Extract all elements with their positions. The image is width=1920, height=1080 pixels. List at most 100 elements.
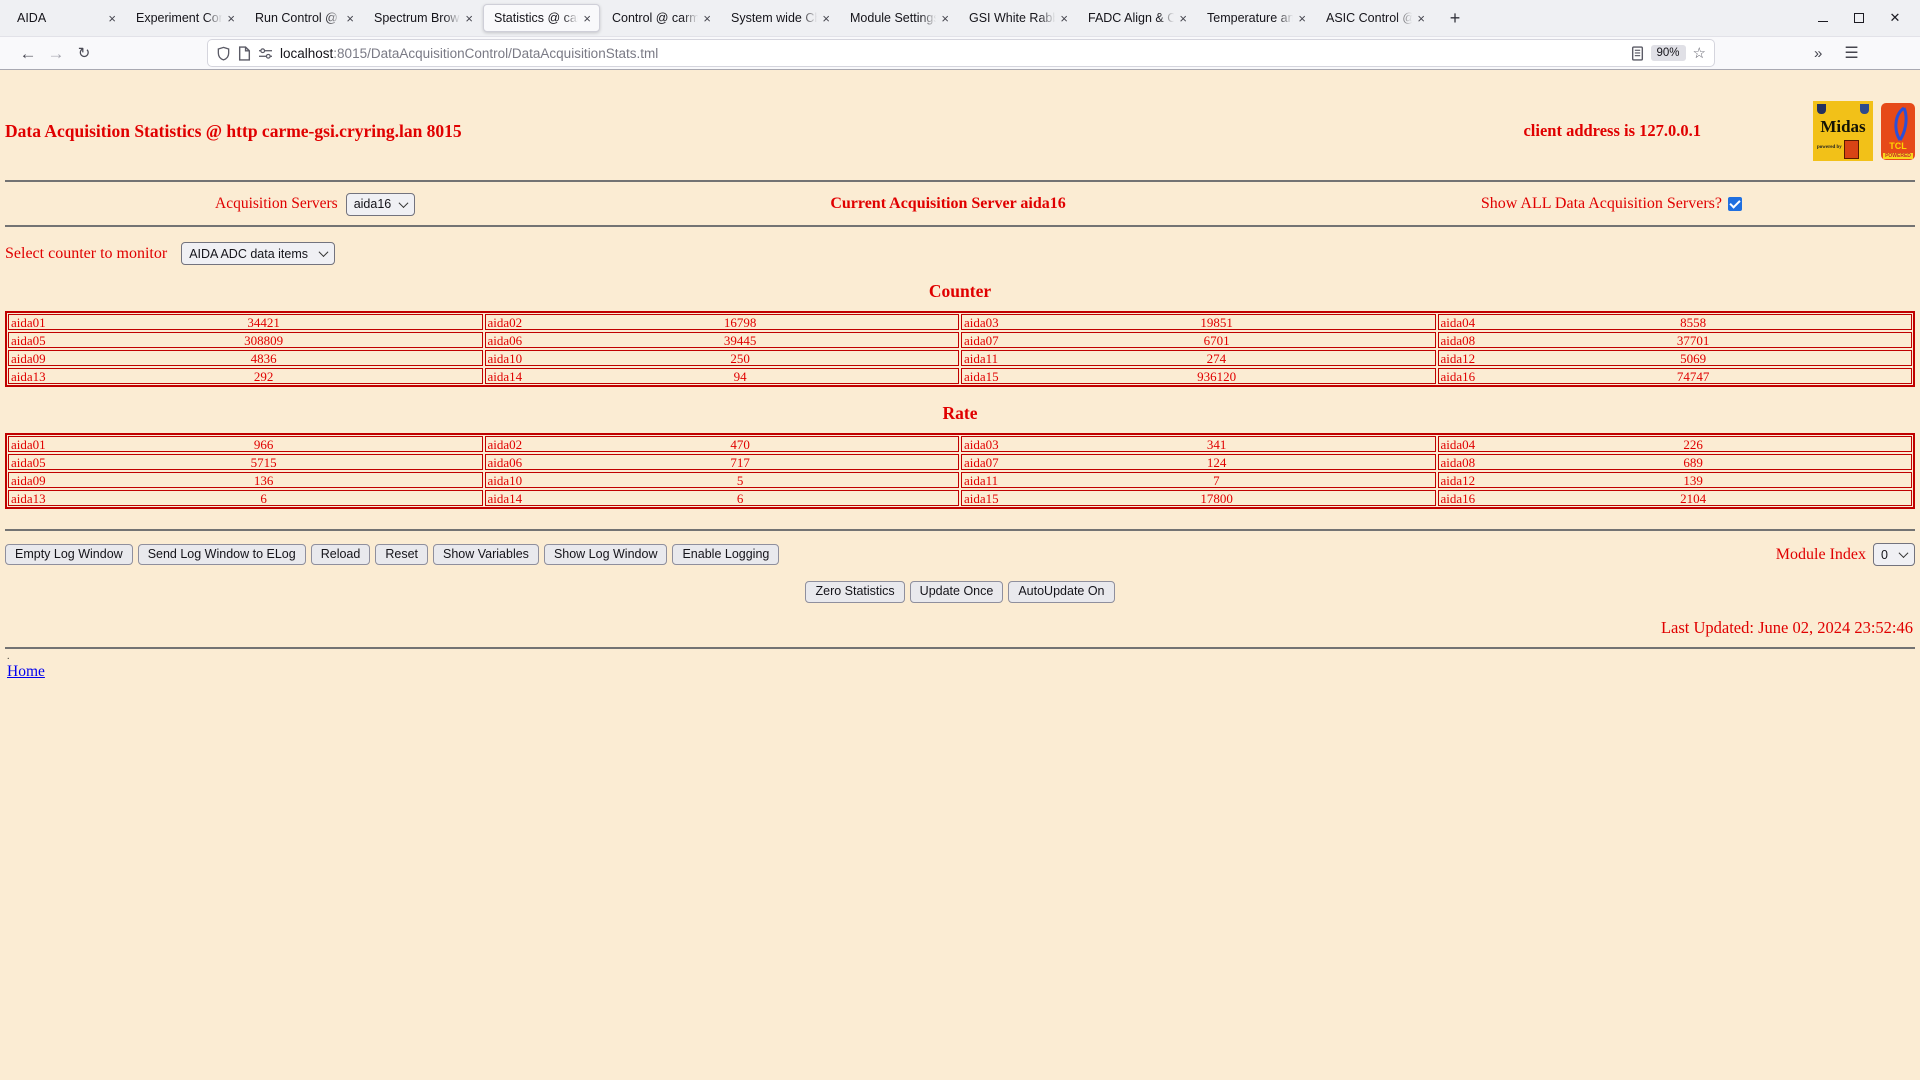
update-control-button[interactable]: AutoUpdate On	[1008, 581, 1115, 603]
tab-close-icon[interactable]: ×	[346, 10, 354, 26]
browser-tab[interactable]: Statistics @ carm ×	[483, 4, 600, 32]
overflow-menu-icon[interactable]: »	[1814, 44, 1822, 62]
reader-mode-icon[interactable]	[1631, 45, 1644, 61]
log-toolbar-button[interactable]: Empty Log Window	[5, 543, 133, 566]
channel-name: aida08	[1440, 332, 1476, 348]
browser-tab[interactable]: Spectrum Browse ×	[364, 4, 481, 32]
bookmark-star-icon[interactable]: ☆	[1692, 45, 1706, 62]
chevron-down-icon	[318, 247, 329, 258]
update-control-button[interactable]: Update Once	[909, 581, 1004, 603]
channel-name: aida06	[487, 332, 523, 348]
log-toolbar-button[interactable]: Show Log Window	[543, 543, 668, 566]
browser-tab[interactable]: Experiment Contr ×	[126, 4, 243, 32]
browser-tab[interactable]: FADC Align & Co ×	[1078, 4, 1195, 32]
channel-name: aida13	[11, 368, 46, 384]
app-menu-icon[interactable]: ☰	[1844, 45, 1859, 62]
browser-tab[interactable]: Control @ carme ×	[602, 4, 719, 32]
window-maximize-icon[interactable]	[1852, 11, 1866, 25]
new-tab-button[interactable]: +	[1449, 7, 1461, 28]
page-content: Data Acquisition Statistics @ http carme…	[0, 70, 1920, 681]
log-toolbar-button[interactable]: Send Log Window to ELog	[137, 543, 306, 566]
toolbar-right: » ☰	[1814, 43, 1859, 63]
counter-table-cell: aida04 8558	[1437, 314, 1912, 330]
counter-select-row: Select counter to monitor AIDA ADC data …	[5, 242, 1920, 265]
counter-monitor-select[interactable]: AIDA ADC data items	[181, 242, 336, 265]
module-index-selected-value: 0	[1881, 547, 1888, 562]
reload-button-icon[interactable]: ↻	[77, 44, 91, 62]
tab-close-icon[interactable]: ×	[465, 10, 473, 26]
tab-close-icon[interactable]: ×	[822, 10, 830, 26]
channel-counter-value: 5069	[1680, 350, 1707, 366]
log-toolbar-button[interactable]: Enable Logging	[672, 543, 780, 566]
chevron-down-icon	[398, 197, 409, 208]
window-close-icon[interactable]: ✕	[1889, 10, 1901, 25]
tab-close-icon[interactable]: ×	[1179, 10, 1187, 26]
midas-powered-text: powered by	[1817, 145, 1842, 150]
channel-name: aida11	[964, 350, 999, 366]
acquisition-server-select[interactable]: aida16	[345, 192, 416, 216]
log-toolbar-button[interactable]: Reset	[375, 543, 428, 566]
acquisition-server-row: Acquisition Servers aida16 Current Acqui…	[0, 191, 1920, 217]
channel-counter-value: 94	[733, 368, 747, 384]
rate-table: aida01 966 aida02 470 aida03 341 aida04 …	[5, 433, 1915, 509]
back-button-icon[interactable]: ←	[19, 43, 37, 63]
zoom-level-badge[interactable]: 90%	[1650, 45, 1686, 61]
update-control-button[interactable]: Zero Statistics	[805, 581, 905, 603]
browser-tab[interactable]: Run Control @ ca ×	[245, 4, 362, 32]
channel-rate-value: 6	[260, 490, 267, 506]
log-toolbar-button[interactable]: Reload	[310, 543, 371, 566]
last-updated-text: Last Updated: June 02, 2024 23:52:46	[1660, 617, 1913, 637]
log-toolbar-button[interactable]: Show Variables	[433, 543, 539, 566]
tab-label: Run Control @ ca	[255, 11, 343, 25]
rate-table-cell: aida06 717	[484, 454, 959, 470]
tab-close-icon[interactable]: ×	[1060, 10, 1068, 26]
shield-icon[interactable]	[216, 46, 231, 61]
url-text[interactable]: localhost:8015/DataAcquisitionControl/Da…	[280, 46, 1624, 61]
url-bar[interactable]: localhost:8015/DataAcquisitionControl/Da…	[208, 40, 1714, 66]
rate-table-cell: aida13 6	[8, 490, 483, 506]
forward-button-icon[interactable]: →	[47, 43, 65, 63]
tab-close-icon[interactable]: ×	[108, 10, 116, 26]
channel-name: aida02	[487, 436, 523, 452]
rate-table-cell: aida10 5	[484, 472, 959, 488]
counter-table-cell: aida14 94	[484, 368, 959, 384]
tab-close-icon[interactable]: ×	[227, 10, 235, 26]
tab-label: ASIC Control @ c	[1326, 11, 1415, 25]
browser-tab[interactable]: Temperature and ×	[1197, 4, 1314, 32]
counter-monitor-selected-value: AIDA ADC data items	[189, 246, 308, 261]
browser-tab[interactable]: ASIC Control @ c ×	[1316, 4, 1433, 32]
channel-name: aida16	[1440, 490, 1476, 506]
tab-close-icon[interactable]: ×	[1298, 10, 1306, 26]
channel-name: aida01	[11, 436, 46, 452]
browser-tab[interactable]: AIDA ×	[7, 4, 124, 32]
midas-logo[interactable]: Midas powered by	[1813, 101, 1873, 161]
page-info-icon[interactable]	[238, 45, 251, 61]
channel-rate-value: 470	[730, 436, 750, 452]
footer-dot: .	[7, 650, 10, 662]
browser-tab[interactable]: System wide Che ×	[721, 4, 838, 32]
tab-close-icon[interactable]: ×	[703, 10, 711, 26]
show-all-servers-checkbox[interactable]	[1728, 197, 1742, 211]
channel-counter-value: 34421	[247, 314, 280, 330]
channel-rate-value: 136	[253, 472, 274, 488]
module-index-select[interactable]: 0	[1873, 543, 1915, 566]
rate-table-cell: aida11 7	[961, 472, 1436, 488]
rate-table-cell: aida08 689	[1437, 454, 1912, 470]
update-button-row: Zero Statistics Update Once AutoUpdate O…	[0, 581, 1920, 603]
browser-tab[interactable]: GSI White Rabbit ×	[959, 4, 1076, 32]
tab-close-icon[interactable]: ×	[1417, 10, 1425, 26]
browser-tab[interactable]: Module Settings ×	[840, 4, 957, 32]
tcl-powered-logo[interactable]: TCL POWERED	[1881, 102, 1915, 160]
home-link[interactable]: Home	[7, 662, 45, 680]
browser-toolbar: ← → ↻ localhost:8015/DataAcquisitionCont…	[0, 37, 1920, 70]
counter-table-cell: aida16 74747	[1437, 368, 1912, 384]
window-minimize-icon[interactable]	[1816, 11, 1830, 25]
channel-name: aida04	[1440, 436, 1476, 452]
site-permissions-icon[interactable]	[258, 47, 273, 60]
tab-close-icon[interactable]: ×	[583, 10, 591, 26]
counter-table-cell: aida11 274	[961, 350, 1436, 366]
channel-name: aida14	[487, 368, 523, 384]
rate-table-cell: aida15 17800	[961, 490, 1436, 506]
tab-close-icon[interactable]: ×	[941, 10, 949, 26]
tcl-feather-icon	[1894, 106, 1908, 141]
